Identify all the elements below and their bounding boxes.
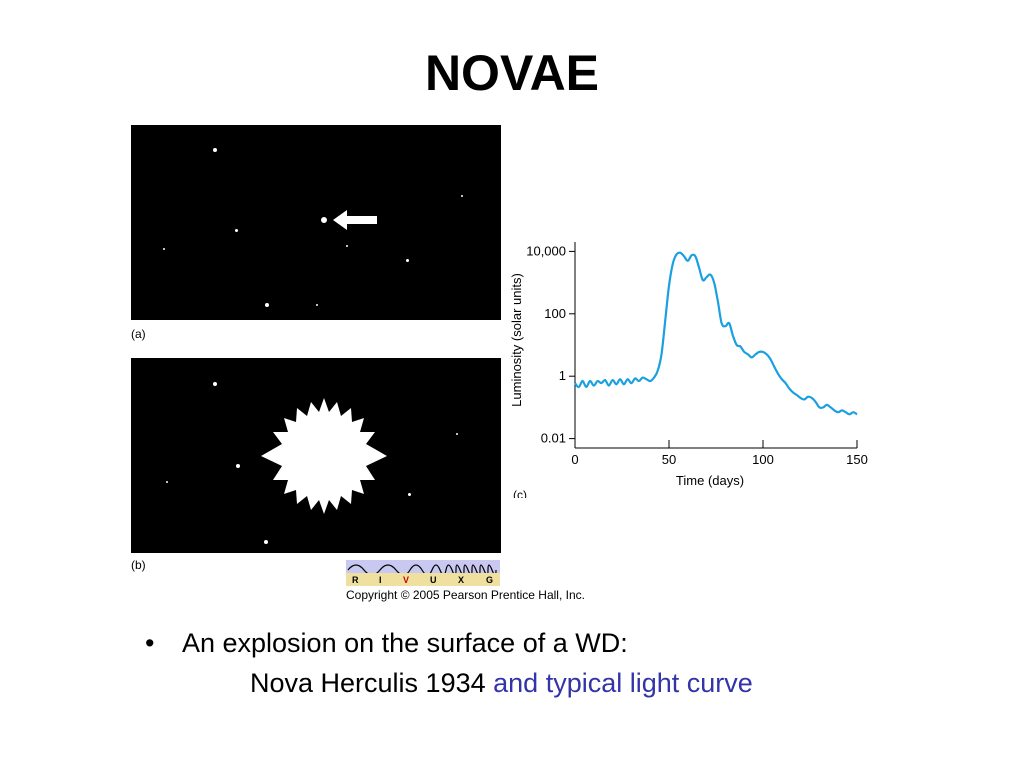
- star: [235, 229, 238, 232]
- y-tick-label: 1: [559, 368, 566, 383]
- bullet-text: An explosion on the surface of a WD:: [181, 628, 628, 658]
- series-line: [574, 251, 858, 416]
- spectrum-letter: G: [486, 575, 493, 585]
- x-tick-label: 150: [846, 452, 868, 467]
- star: [265, 303, 269, 307]
- spectrum-icon: R I V U X G: [346, 560, 500, 586]
- x-tick-label: 100: [752, 452, 774, 467]
- spectrum-letter: U: [430, 575, 437, 585]
- spectrum-letter: I: [379, 575, 382, 585]
- star: [461, 195, 463, 197]
- x-tick-label: 50: [662, 452, 676, 467]
- x-axis-label: Time (days): [676, 473, 744, 488]
- y-tick-label: 100: [544, 306, 566, 321]
- bullet-point: • An explosion on the surface of a WD:: [145, 630, 628, 657]
- nova-photo-before: [131, 125, 501, 320]
- light-curve-chart: Luminosity (solar units) Time (days) (c)…: [509, 242, 868, 498]
- star: [316, 304, 318, 306]
- spectrum-letter: V: [403, 575, 409, 585]
- copyright-text: Copyright © 2005 Pearson Prentice Hall, …: [346, 588, 585, 602]
- y-tick-label: 0.01: [541, 431, 566, 446]
- panel-c-label: (c): [513, 488, 527, 498]
- arrow-icon: [333, 210, 377, 230]
- star: [163, 248, 165, 250]
- nova-photo-outburst: [131, 358, 501, 553]
- bullet-subline: Nova Herculis 1934 and typical light cur…: [250, 670, 753, 697]
- slide-title: NOVAE: [424, 45, 600, 101]
- star: [236, 464, 240, 468]
- star: [264, 540, 268, 544]
- bullet-accent-text: and typical light curve: [493, 668, 753, 698]
- star: [406, 259, 409, 262]
- y-axis-label: Luminosity (solar units): [509, 273, 524, 407]
- star: [346, 245, 348, 247]
- nova-burst: [261, 398, 387, 514]
- spectrum-letter: R: [352, 575, 359, 585]
- star: [456, 433, 458, 435]
- y-tick-label: 10,000: [526, 243, 566, 258]
- star: [166, 481, 168, 483]
- panel-b-label: (b): [131, 558, 146, 572]
- bullet-marker: •: [145, 628, 155, 658]
- bullet-subtext: Nova Herculis 1934: [250, 668, 486, 698]
- x-tick-label: 0: [571, 452, 578, 467]
- star: [213, 382, 217, 386]
- star: [213, 148, 217, 152]
- star: [408, 493, 411, 496]
- star: [321, 217, 327, 223]
- panel-a-label: (a): [131, 327, 146, 341]
- spectrum-letter: X: [458, 575, 464, 585]
